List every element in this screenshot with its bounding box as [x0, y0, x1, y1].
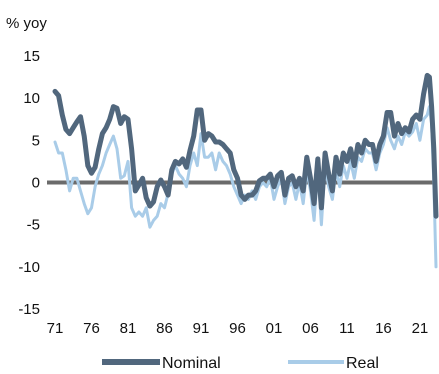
y-tick-label: 10 [23, 90, 40, 107]
y-tick-label: -15 [18, 301, 40, 318]
x-tick-label: 06 [302, 320, 319, 337]
x-tick-label: 81 [120, 320, 137, 337]
legend: Nominal Real [102, 355, 379, 372]
y-tick-labels: 15 10 5 0 -5 -10 -15 [18, 48, 40, 318]
series-line-nominal [52, 72, 439, 219]
y-axis-label: % yoy [6, 15, 47, 32]
x-tick-labels: 71 76 81 86 91 96 01 06 11 16 21 [47, 320, 429, 337]
legend-label-nominal: Nominal [162, 355, 221, 372]
y-tick-label: 5 [32, 132, 40, 149]
y-tick-label: 15 [23, 48, 40, 65]
x-tick-label: 16 [375, 320, 392, 337]
x-tick-label: 76 [83, 320, 100, 337]
y-tick-label: 0 [32, 175, 40, 192]
x-tick-label: 86 [156, 320, 173, 337]
x-tick-label: 96 [229, 320, 246, 337]
y-tick-label: -5 [27, 217, 40, 234]
x-tick-label: 21 [412, 320, 429, 337]
x-tick-label: 91 [193, 320, 210, 337]
series-line-real [53, 105, 438, 269]
x-tick-label: 01 [266, 320, 283, 337]
x-tick-label: 71 [47, 320, 64, 337]
series-lines [52, 72, 439, 269]
x-tick-label: 11 [339, 320, 355, 337]
legend-label-real: Real [346, 355, 379, 372]
y-tick-label: -10 [18, 259, 40, 276]
